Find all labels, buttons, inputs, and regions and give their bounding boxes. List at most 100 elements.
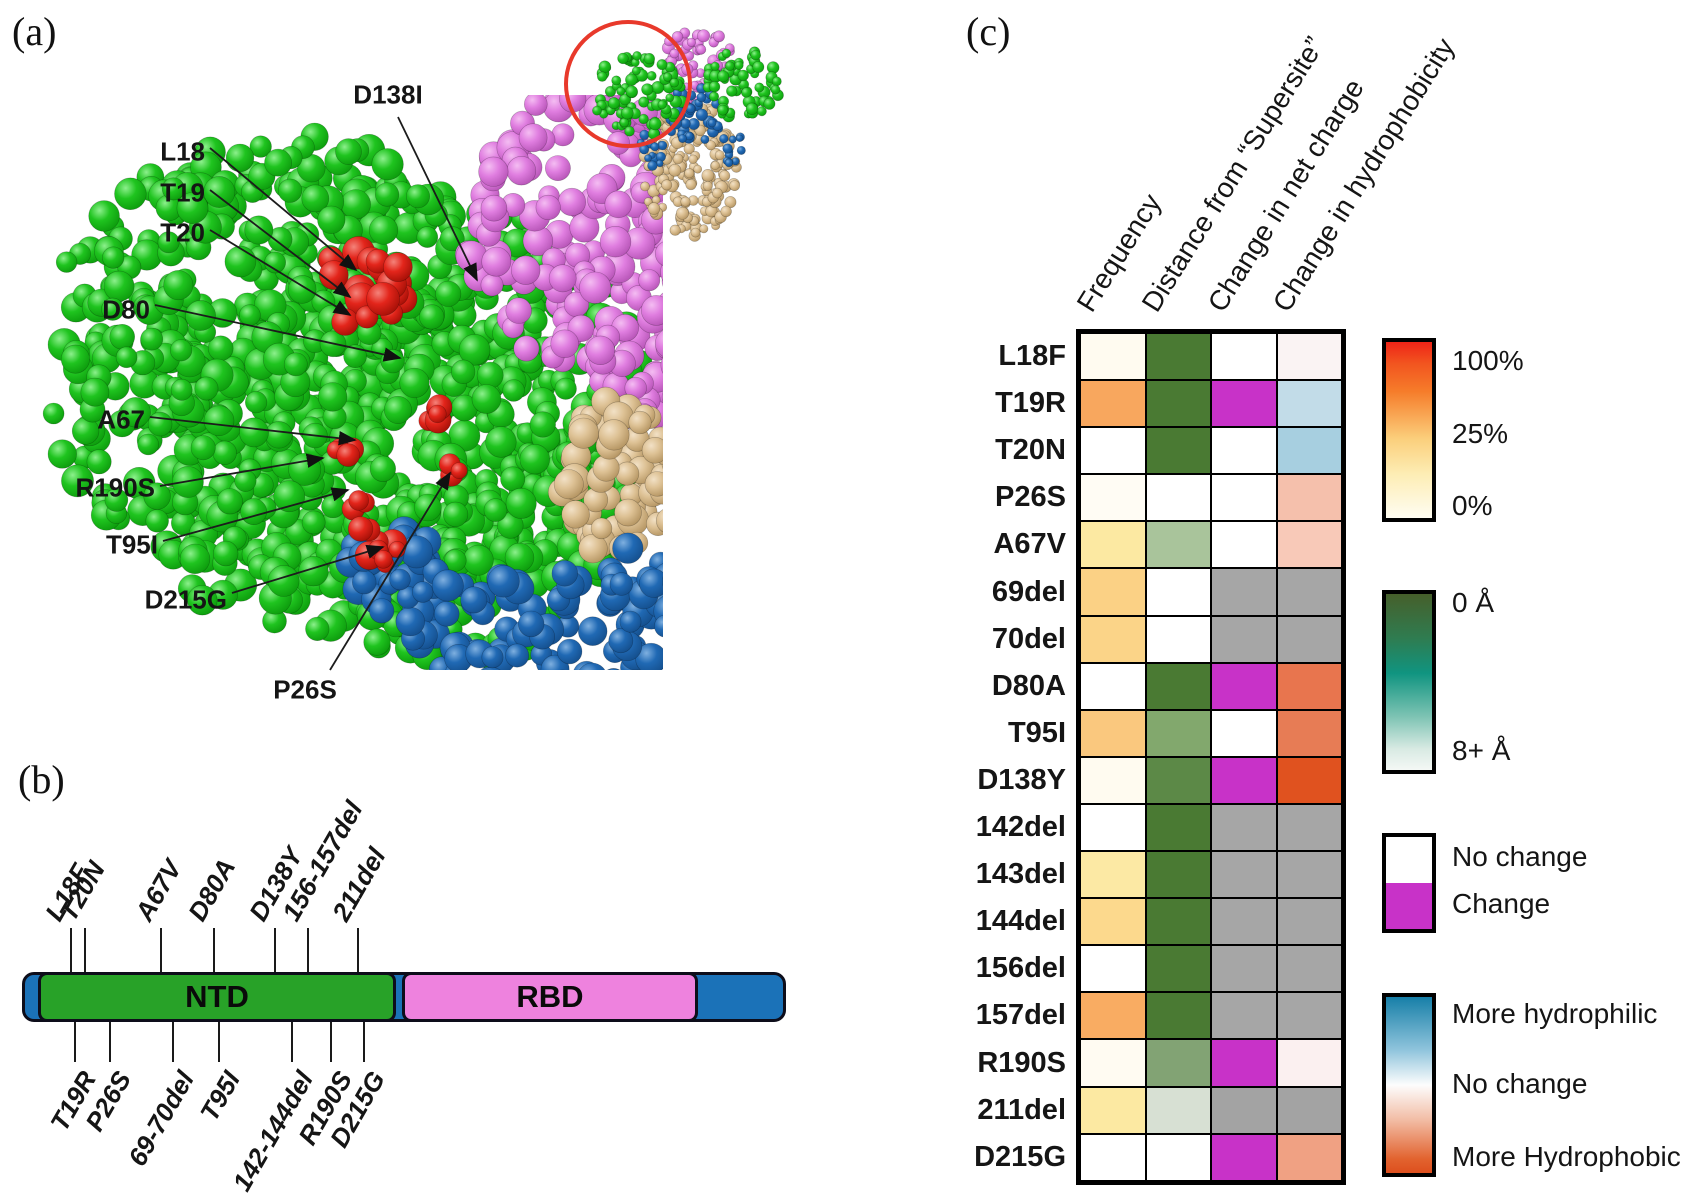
mutation-label-P26S: P26S	[273, 674, 337, 705]
mutation-label-A67: A67	[97, 404, 145, 435]
legend-tick-label: 0%	[1452, 490, 1493, 521]
heatmap-cell-P26S-c0	[1081, 475, 1145, 521]
heatmap-cell-D138Y-c3	[1277, 757, 1341, 803]
heatmap-cell-144del-c3	[1277, 899, 1341, 945]
mutation-label-D138I: D138I	[353, 79, 423, 110]
heatmap-cell-144del-c2	[1212, 899, 1276, 945]
tick-top-T20N	[84, 928, 86, 972]
heatmap-row-label: D215G	[974, 1140, 1066, 1173]
whole-spike-inset	[564, 20, 784, 242]
heatmap-cell-T19R-c0	[1081, 381, 1145, 427]
heatmap-cell-156del-c1	[1146, 946, 1210, 992]
annotation-leader-lines	[149, 116, 478, 671]
heatmap-cell-D80A-c0	[1081, 663, 1145, 709]
mutation-label-R190S: R190S	[75, 472, 156, 503]
heatmap-cell-D215G-c3	[1277, 1134, 1341, 1180]
heatmap-cell-211del-c0	[1081, 1087, 1145, 1133]
heatmap-cell-A67V-c3	[1277, 522, 1341, 568]
heatmap-cell-D215G-c1	[1146, 1134, 1210, 1180]
heatmap-cell-D138Y-c1	[1146, 757, 1210, 803]
heatmap-cell-R190S-c3	[1277, 1040, 1341, 1086]
heatmap-cell-69del-c0	[1081, 569, 1145, 615]
heatmap-cell-P26S-c2	[1212, 475, 1276, 521]
mutation-label-T95I: T95I	[105, 529, 158, 560]
heatmap-cell-T95I-c0	[1081, 710, 1145, 756]
heatmap-cell-D138Y-c2	[1212, 757, 1276, 803]
heatmap-cell-P26S-c3	[1277, 475, 1341, 521]
heatmap-cell-L18F-c1	[1146, 334, 1210, 380]
heatmap-cell-142del-c1	[1146, 804, 1210, 851]
heatmap-cell-142del-c3	[1277, 804, 1341, 851]
mutation-label-T20: T20	[160, 217, 205, 248]
ntd-closeup-spheres	[42, 95, 663, 670]
heatmap-cell-D80A-c3	[1277, 663, 1341, 709]
panel-b-letter: (b)	[18, 757, 65, 802]
heatmap-cell-144del-c0	[1081, 899, 1145, 945]
heatmap-cell-A67V-c2	[1212, 522, 1276, 568]
heatmap-row-label: T19R	[995, 387, 1066, 420]
heatmap-cell-157del-c3	[1277, 993, 1341, 1039]
heatmap-cell-R190S-c1	[1146, 1040, 1210, 1086]
heatmap-cell-143del-c0	[1081, 852, 1145, 898]
ntd-domain-label: NTD	[185, 979, 249, 1014]
tick-bottom-142-144del	[291, 1022, 293, 1062]
tick-bottom-T95I	[218, 1022, 220, 1062]
heatmap-cell-143del-c2	[1212, 852, 1276, 898]
heatmap-row-label: L18F	[998, 340, 1066, 372]
legend-tick-label: More Hydrophobic	[1452, 1141, 1681, 1172]
heatmap-cell-70del-c3	[1277, 616, 1341, 662]
tick-bottom-69-70del	[172, 1022, 174, 1062]
tick-top-A67V	[160, 928, 162, 972]
heatmap-row-label: D80A	[991, 669, 1066, 702]
heatmap-cell-69del-c1	[1146, 569, 1210, 615]
heatmap-row-label: D138Y	[977, 763, 1066, 796]
legend-tick-label: 0 Å	[1452, 587, 1495, 618]
heatmap-cell-156del-c0	[1081, 946, 1145, 992]
heatmap-cell-T20N-c3	[1277, 428, 1341, 474]
hydrophobicity-colorbar	[1382, 993, 1436, 1177]
heatmap-cell-211del-c3	[1277, 1087, 1341, 1133]
ntd-highlight-circle	[564, 20, 692, 148]
tick-top-D138Y	[274, 928, 276, 972]
heatmap-cell-T19R-c2	[1212, 381, 1276, 427]
heatmap-cell-L18F-c2	[1212, 334, 1276, 380]
tick-top-D80A	[213, 928, 215, 972]
heatmap-cell-143del-c3	[1277, 852, 1341, 898]
tick-bottom-R190S	[330, 1022, 332, 1062]
legend-tick-label: 8+ Å	[1452, 735, 1511, 766]
ntd-domain-segment: NTD	[38, 972, 396, 1022]
legend-tick-label: No change	[1452, 841, 1588, 872]
heatmap-cell-P26S-c1	[1146, 475, 1210, 521]
rbd-domain-label: RBD	[516, 979, 584, 1014]
spike-ntd-structure-image	[42, 20, 784, 671]
heatmap-row-label: 157del	[975, 999, 1066, 1032]
heatmap-row-label: R190S	[977, 1046, 1066, 1079]
heatmap-cell-D215G-c0	[1081, 1134, 1145, 1180]
change-legend-box	[1382, 833, 1436, 933]
heatmap-cell-T95I-c3	[1277, 710, 1341, 756]
heatmap-cell-70del-c0	[1081, 616, 1145, 662]
heatmap-row-label: 143del	[975, 858, 1066, 891]
heatmap-cell-A67V-c0	[1081, 522, 1145, 568]
mutation-label-D80: D80	[102, 294, 150, 325]
heatmap-cell-T19R-c3	[1277, 381, 1341, 427]
heatmap-row-label: 69del	[991, 575, 1066, 608]
legend-tick-label: 100%	[1452, 345, 1524, 376]
tick-top-L18F	[70, 928, 72, 972]
heatmap-row-label: 156del	[975, 952, 1066, 985]
heatmap-cell-L18F-c3	[1277, 334, 1341, 380]
heatmap-cell-D80A-c2	[1212, 663, 1276, 709]
heatmap-cell-L18F-c0	[1081, 334, 1145, 380]
b-top-label: A67V	[129, 854, 188, 926]
tick-top-211del	[357, 928, 359, 972]
tick-bottom-T19R	[74, 1022, 76, 1062]
heatmap-cell-T19R-c1	[1146, 381, 1210, 427]
heatmap-cell-142del-c2	[1212, 804, 1276, 851]
heatmap-cell-142del-c0	[1081, 804, 1145, 851]
heatmap-row-label: T20N	[995, 434, 1066, 467]
panel-c-letter: (c)	[966, 9, 1011, 54]
heatmap-cell-D215G-c2	[1212, 1134, 1276, 1180]
tick-bottom-P26S	[109, 1022, 111, 1062]
heatmap-cell-R190S-c2	[1212, 1040, 1276, 1086]
mutation-label-D215G: D215G	[144, 584, 227, 615]
